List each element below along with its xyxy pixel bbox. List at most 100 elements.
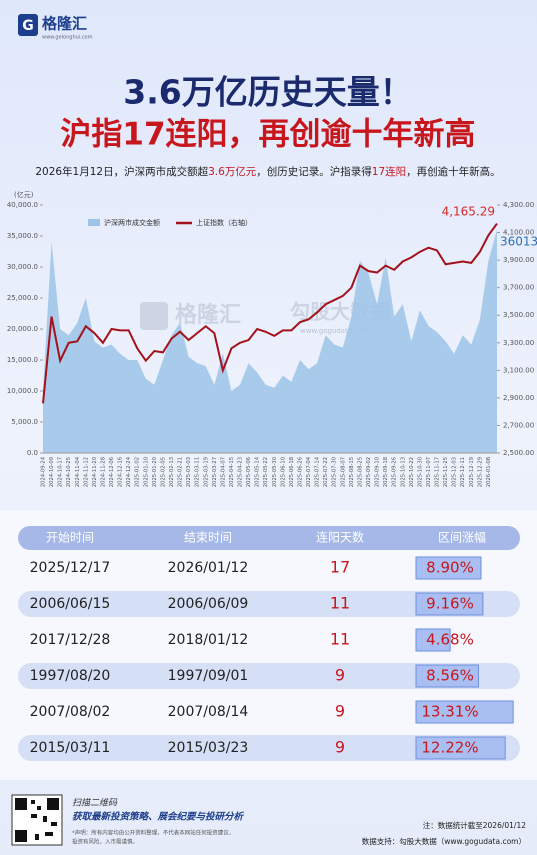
qr-pattern [15,798,59,842]
y-tick-label: 30,000.0 [7,263,38,271]
x-tick-label: 2025-02-13 [169,457,175,487]
cell: 2018/01/12 [168,632,249,648]
x-tick-label: 2025-09-02 [366,457,372,487]
x-tick-label: 2025-09-18 [383,457,389,487]
cell-days: 17 [330,558,350,577]
legend-label: 上证指数（右轴） [196,218,252,227]
x-tick-label: 2025-09-26 [392,457,398,487]
cell: 2015/03/23 [168,740,249,756]
x-tick-label: 2025-06-26 [297,457,303,487]
y2-tick-label: 3,300.00 [503,339,534,347]
x-tick-label: 2025-03-03 [186,457,192,487]
disclaimer: 投资有风险，入市需谨慎。 [72,838,138,846]
gain-bar [415,592,484,616]
title: 3.6万亿历史天量！ [123,73,412,112]
y-unit: (亿元) [14,190,34,199]
gain-bar [415,628,451,652]
x-tick-label: 2025-08-15 [349,457,355,487]
row-band [18,591,520,617]
watermark: www.gogudata.com [300,327,369,335]
column-header: 连阳天数 [316,530,364,545]
cell: 2017/12/28 [30,632,111,648]
qr-slogan: 获取最新投资策略、展会纪要与投研分析 [72,811,245,823]
x-tick-label: 2025-05-14 [255,456,261,487]
x-tick-label: 2025-10-30 [417,457,423,487]
cell: 2006/06/15 [30,596,111,612]
x-tick-label: 2025-03-27 [212,457,218,487]
x-tick-label: 2025-11-17 [435,457,441,487]
watermark: 格隆汇 [175,302,241,328]
legend-swatch [88,219,100,226]
x-tick-label: 2025-07-30 [332,457,338,487]
gain-bar [415,736,506,760]
gain-label: 9.16% [426,595,474,613]
row-band [18,663,520,689]
source: 数据支持：勾股大数据（www.gogudata.com） [362,836,526,846]
x-tick-label: 2025-08-07 [340,457,346,487]
x-tick-label: 2025-04-15 [229,457,235,487]
table-header [18,526,520,550]
x-tick-label: 2025-11-25 [443,457,449,487]
x-tick-label: 2024-12-06 [109,457,115,487]
summary-part: 17连阳 [372,165,406,178]
y2-tick-label: 2,500.00 [503,449,534,457]
y-tick-label: 15,000.0 [7,356,38,364]
y2-tick-label: 2,700.00 [503,421,534,429]
cell: 2006/06/09 [168,596,249,612]
gain-bar [415,700,514,724]
x-tick-label: 2025-01-20 [152,457,158,487]
subtitle: 沪指17连阳，再创逾十年新高 [60,117,475,153]
y-tick-label: 25,000.0 [7,294,38,302]
summary-part: ，再创逾十年新高。 [406,165,501,178]
x-tick-label: 2024-12-16 [118,457,124,487]
gain-bar [415,664,479,688]
x-tick-label: 2025-05-22 [263,457,269,487]
column-header: 开始时间 [46,531,94,545]
x-tick-label: 2024-11-12 [83,457,89,487]
gain-label: 8.90% [426,559,474,577]
x-tick-label: 2024-11-04 [75,456,81,487]
x-tick-label: 2025-06-18 [289,457,295,487]
note: 注：数据统计截至2026/01/12 [423,820,526,830]
x-tick-label: 2025-07-14 [315,456,321,487]
x-tick-label: 2025-09-10 [375,457,381,487]
qr-caption: 扫描二维码 [72,798,118,809]
logo-icon [18,14,38,36]
x-tick-label: 2025-03-19 [203,457,209,487]
cell-days: 9 [335,738,345,757]
cell: 2007/08/14 [168,704,249,720]
watermark-icon [140,302,168,330]
y-tick-label: 0.0 [27,449,38,457]
x-tick-label: 2025-05-30 [272,457,278,487]
x-tick-label: 2025-01-02 [135,457,141,487]
x-tick-label: 2025-07-04 [306,456,312,487]
y2-tick-label: 2,900.00 [503,394,534,402]
logo-url: www.gelonghui.com [42,35,93,41]
x-tick-label: 2025-07-22 [323,457,329,487]
gain-label: 12.22% [421,739,478,757]
x-tick-label: 2025-05-06 [246,457,252,487]
cell-days: 9 [335,702,345,721]
y-tick-label: 35,000.0 [7,232,38,240]
y-tick-label: 40,000.0 [7,201,38,209]
x-tick-label: 2026-01-08 [486,457,492,487]
x-tick-label: 2024-12-24 [126,456,132,487]
cell: 2015/03/11 [30,740,111,756]
logo-text: 格隆汇 [42,15,87,33]
cell-days: 11 [330,630,350,649]
logo-g: G [22,18,34,34]
x-tick-label: 2024-10-09 [49,457,55,487]
x-tick-label: 2025-02-05 [160,457,166,487]
cell: 1997/09/01 [168,668,249,684]
cell: 2026/01/12 [168,560,249,576]
y2-tick-label: 3,100.00 [503,366,534,374]
x-tick-label: 2024-10-17 [58,457,64,487]
cell-days: 11 [330,594,350,613]
turnover-area [43,229,497,453]
x-tick-label: 2024-10-25 [66,457,72,487]
gain-label: 8.56% [426,667,474,685]
cell: 1997/08/20 [30,668,111,684]
gain-label: 13.31% [421,703,478,721]
